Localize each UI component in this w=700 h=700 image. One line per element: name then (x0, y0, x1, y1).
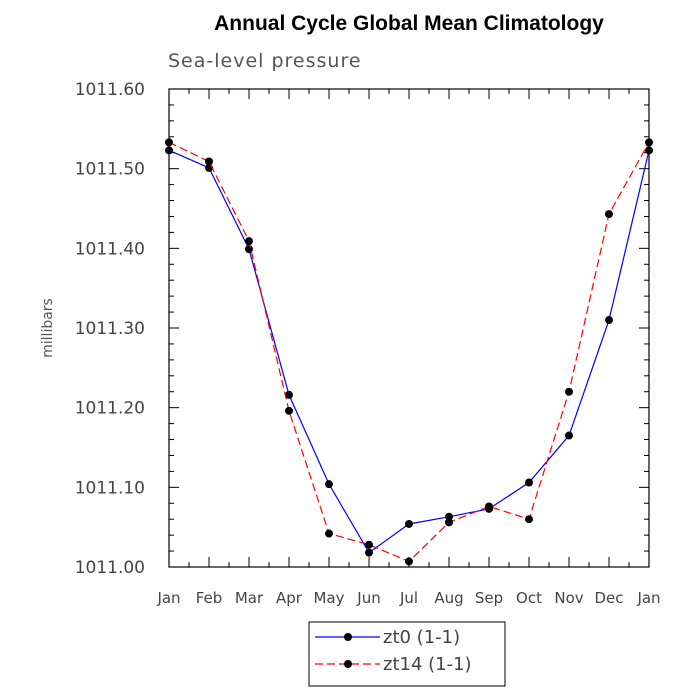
x-tick-labels: Jan Feb Mar Apr May Jun Jul Aug Sep Oct Nov Dec Jan (156, 589, 660, 607)
legend-label-1: zt14 (1-1) (383, 654, 472, 675)
legend-label-0: zt0 (1-1) (383, 627, 460, 648)
legend: zt0 (1-1) zt14 (1-1) (308, 621, 506, 687)
y-tick-label: 1011.60 (75, 80, 145, 100)
series-0-point (405, 519, 413, 528)
legend-box (308, 621, 506, 687)
y-tick-label: 1011.00 (75, 558, 145, 578)
y-axis-label: millibars (40, 298, 56, 358)
series-0-point (445, 512, 453, 521)
series-0-point (285, 390, 293, 399)
series-line-1 (168, 141, 650, 563)
y-tick-label: 1011.10 (75, 478, 145, 498)
series-0-point (165, 146, 173, 155)
x-tick-label: Oct (516, 589, 542, 607)
series-0-point (525, 478, 533, 487)
y-tick-label: 1011.40 (75, 239, 145, 259)
series-1-point (405, 557, 413, 566)
series-1-point (485, 502, 493, 511)
series-1-point (165, 138, 173, 147)
series-0-point (365, 548, 373, 557)
x-tick-label: Jul (399, 589, 418, 607)
axis-ticks (168, 88, 650, 568)
chart-title: Annual Cycle Global Mean Climatology (214, 12, 604, 35)
series-line-0 (168, 149, 650, 554)
series-0-point (605, 316, 613, 325)
series-1-point (205, 157, 213, 166)
x-tick-label: Nov (554, 589, 583, 607)
y-tick-labels: 1011.00 1011.10 1011.20 1011.30 1011.40 1011.… (75, 80, 145, 578)
series-layer (165, 138, 653, 566)
y-tick-label: 1011.50 (75, 160, 145, 180)
series-1-point (565, 387, 573, 396)
y-tick-label: 1011.20 (75, 399, 145, 419)
x-tick-label: Dec (594, 589, 623, 607)
x-tick-label: Feb (196, 589, 223, 607)
series-1-point (445, 518, 453, 527)
series-1-point (365, 540, 373, 549)
x-tick-label: Jan (156, 589, 180, 607)
series-0-point (645, 146, 653, 155)
legend-marker-1 (344, 660, 352, 668)
x-tick-label: May (313, 589, 344, 607)
series-1-point (645, 138, 653, 147)
x-tick-label: Mar (235, 589, 264, 607)
x-tick-label: Sep (475, 589, 503, 607)
x-tick-label: Jan (636, 589, 660, 607)
x-tick-label: Apr (276, 589, 303, 607)
y-tick-label: 1011.30 (75, 319, 145, 339)
series-1-point (605, 210, 613, 219)
legend-marker-0 (344, 633, 352, 641)
x-tick-label: Jun (356, 589, 380, 607)
series-0-point (325, 480, 333, 489)
series-0-point (565, 431, 573, 440)
chart-subtitle: Sea-level pressure (168, 50, 362, 72)
x-tick-label: Aug (434, 589, 463, 607)
series-1-point (525, 515, 533, 524)
series-1-point (245, 237, 253, 246)
plot-frame (168, 88, 650, 568)
series-1-point (325, 529, 333, 538)
series-1-point (285, 406, 293, 415)
